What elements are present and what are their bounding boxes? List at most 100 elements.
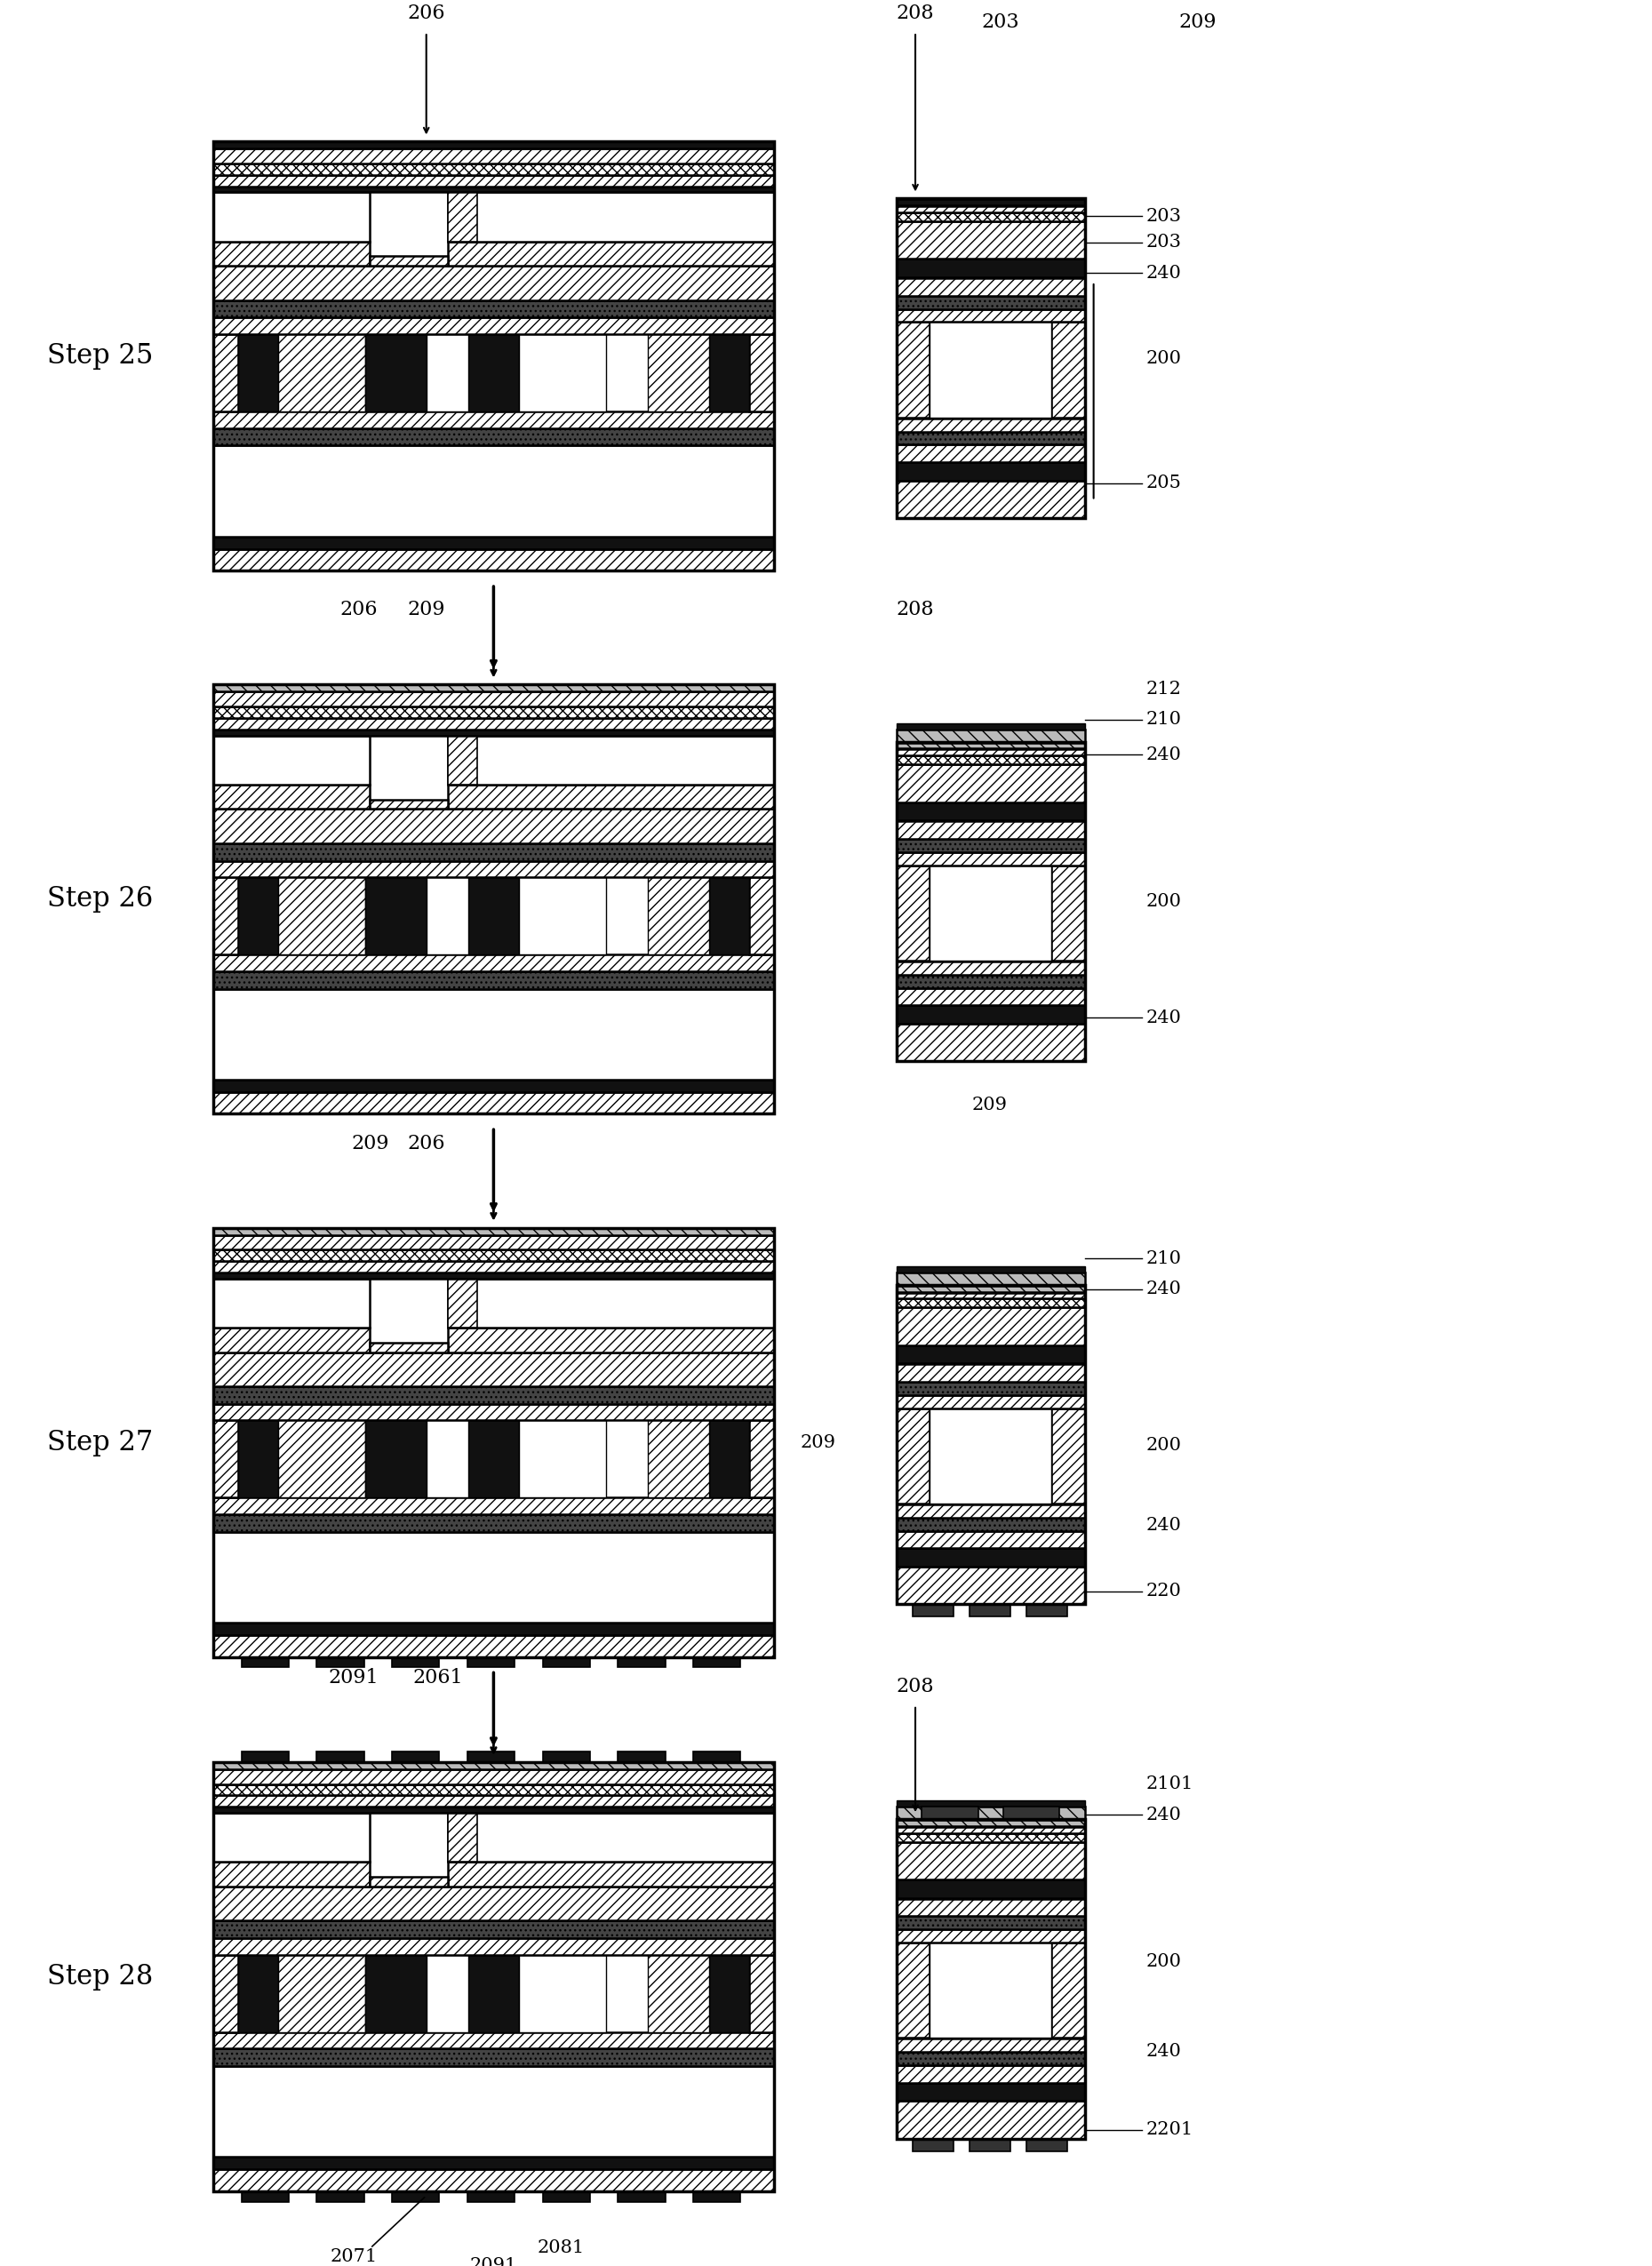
Bar [897, 852, 1085, 866]
Bar [912, 1604, 953, 1616]
Bar [370, 256, 448, 265]
Text: 209: 209 [352, 1133, 390, 1153]
Bar [897, 1532, 1085, 1548]
Bar [897, 730, 1085, 741]
Bar [897, 1942, 930, 2037]
Bar [238, 877, 278, 954]
Bar [213, 1228, 773, 1235]
Bar [930, 1942, 1052, 2037]
Bar [213, 242, 370, 265]
Bar [213, 2048, 773, 2067]
Bar [897, 750, 1085, 755]
Bar [922, 1806, 978, 1820]
Bar [213, 784, 370, 809]
Bar [213, 1937, 773, 1956]
Bar [426, 1956, 512, 2033]
Bar [468, 1956, 519, 2033]
Bar [694, 1656, 740, 1668]
Bar [897, 206, 1085, 213]
Bar [1052, 1942, 1085, 2037]
Bar [448, 1278, 477, 1328]
Bar [897, 1806, 1085, 1820]
Bar [897, 2101, 1085, 2139]
Bar [213, 2169, 773, 2191]
Bar [392, 1656, 439, 1668]
Text: 209: 209 [1180, 14, 1218, 32]
Text: 2091: 2091 [469, 2257, 517, 2266]
Bar [897, 1566, 1085, 1604]
Bar [897, 802, 1085, 820]
Bar [468, 1752, 514, 1763]
Text: Step 25: Step 25 [46, 342, 154, 369]
Text: 200: 200 [1146, 893, 1181, 911]
Bar [519, 877, 606, 954]
Bar [897, 1024, 1085, 1060]
Bar [213, 150, 773, 163]
Bar [897, 1505, 1085, 1518]
Bar [213, 2157, 773, 2169]
Bar [897, 1833, 1085, 1842]
Text: 203: 203 [1146, 208, 1181, 224]
Bar [897, 279, 1085, 297]
Bar [468, 335, 519, 412]
Bar [213, 1795, 773, 1806]
Bar [241, 1752, 289, 1763]
Bar [365, 335, 426, 412]
Bar [448, 242, 773, 265]
Bar [213, 548, 773, 571]
Text: Step 27: Step 27 [46, 1428, 152, 1457]
Text: 2081: 2081 [537, 2239, 585, 2257]
Bar [897, 1006, 1085, 1024]
Bar [448, 1863, 773, 1888]
Text: 2071: 2071 [330, 2248, 377, 2266]
Bar [897, 1899, 1085, 1917]
Bar [213, 1328, 370, 1353]
Bar [519, 1956, 606, 2033]
Bar [238, 335, 278, 412]
Bar [213, 2067, 773, 2157]
Bar [897, 820, 1085, 838]
Bar [468, 1421, 519, 1498]
Bar [897, 431, 1085, 444]
Text: 206: 206 [408, 1133, 444, 1153]
Bar [897, 723, 1085, 730]
Text: 210: 210 [1146, 1251, 1181, 1267]
Bar [897, 199, 1085, 519]
Text: 240: 240 [1146, 1008, 1181, 1026]
Bar [897, 1820, 1085, 2139]
Bar [213, 1622, 773, 1636]
Bar [897, 1842, 1085, 1879]
Bar [897, 988, 1085, 1006]
Bar [213, 730, 773, 736]
Bar [930, 1407, 1052, 1505]
Bar [694, 2191, 740, 2203]
Bar [213, 1260, 773, 1273]
Bar [213, 428, 773, 446]
Bar [365, 877, 426, 954]
Bar [213, 186, 773, 193]
Bar [213, 972, 773, 988]
Bar [213, 1514, 773, 1532]
Text: 206: 206 [340, 600, 378, 619]
Text: 209: 209 [800, 1434, 836, 1450]
Bar [897, 297, 1085, 308]
Text: 240: 240 [1146, 265, 1181, 281]
Bar [213, 1863, 370, 1888]
Bar [897, 444, 1085, 462]
Bar [519, 1421, 606, 1498]
Bar [213, 1273, 773, 1278]
Bar [897, 1396, 1085, 1407]
Bar [370, 1876, 448, 1888]
Bar [213, 1813, 370, 1863]
Bar [542, 1656, 590, 1668]
Text: 208: 208 [897, 5, 935, 23]
Bar [213, 1763, 773, 1770]
Bar [648, 335, 709, 412]
Bar [213, 299, 773, 317]
Bar [468, 1656, 514, 1668]
Bar [897, 213, 1085, 222]
Text: 240: 240 [1146, 746, 1181, 764]
Bar [213, 140, 773, 571]
Bar [426, 335, 512, 412]
Bar [213, 861, 773, 877]
